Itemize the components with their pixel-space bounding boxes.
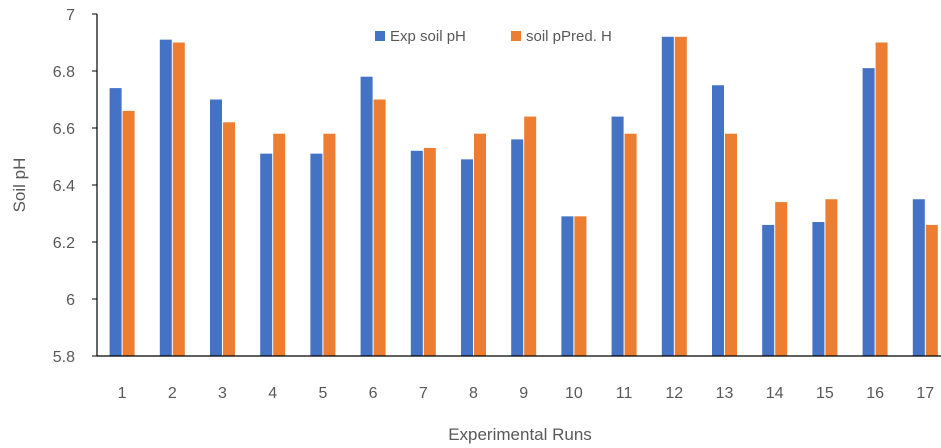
x-tick-label: 16 — [866, 385, 884, 402]
bar-exp-run-11 — [611, 116, 624, 356]
x-tick-label: 10 — [565, 385, 583, 402]
bar-pred-run-7 — [423, 147, 436, 356]
x-tick-label: 14 — [766, 385, 784, 402]
x-axis-ticks: 1 2 3 4 5 6 7 8 9 10 11 12 13 14 15 16 17 — [118, 385, 935, 402]
x-tick-label: 13 — [716, 385, 734, 402]
x-tick-label: 12 — [665, 385, 683, 402]
legend-label-pred: soil pPred. H — [526, 28, 612, 45]
bar-pred-run-14 — [775, 202, 788, 356]
bar-exp-run-1 — [109, 88, 122, 356]
bar-exp-run-10 — [561, 216, 574, 356]
bar-pred-run-16 — [875, 42, 888, 356]
bars-layer — [109, 36, 938, 357]
bar-exp-run-4 — [260, 153, 273, 356]
x-tick-label: 6 — [369, 385, 378, 402]
legend-swatch-pred — [511, 31, 521, 41]
y-tick-label: 7 — [66, 7, 75, 24]
y-tick-label: 6.8 — [53, 64, 75, 81]
bar-pred-run-5 — [323, 133, 336, 356]
bar-exp-run-7 — [410, 150, 423, 356]
x-axis-title: Experimental Runs — [448, 425, 592, 444]
bar-pred-run-17 — [925, 224, 938, 356]
x-tick-label: 1 — [118, 385, 127, 402]
legend-label-exp: Exp soil pH — [390, 28, 466, 45]
bar-pred-run-2 — [172, 42, 185, 356]
x-tick-label: 5 — [318, 385, 327, 402]
x-tick-label: 8 — [469, 385, 478, 402]
x-tick-label: 11 — [616, 385, 633, 402]
y-tick-label: 6 — [66, 292, 75, 309]
y-tick-label: 6.4 — [53, 178, 75, 195]
y-tick-label: 6.2 — [53, 235, 75, 252]
bar-exp-run-5 — [310, 153, 323, 356]
bar-pred-run-6 — [373, 99, 386, 356]
x-tick-label: 9 — [519, 385, 528, 402]
bar-exp-run-2 — [159, 39, 172, 357]
x-tick-label: 17 — [916, 385, 934, 402]
bar-pred-run-4 — [273, 133, 286, 356]
bar-pred-run-1 — [122, 110, 135, 357]
bar-pred-run-9 — [524, 116, 537, 356]
x-tick-label: 3 — [218, 385, 227, 402]
bar-exp-run-13 — [712, 85, 724, 356]
y-axis-title: Soil pH — [10, 158, 29, 213]
bar-pred-run-11 — [624, 133, 637, 356]
bar-exp-run-8 — [461, 159, 473, 356]
bar-pred-run-8 — [474, 133, 486, 356]
y-tick-label: 6.6 — [53, 121, 75, 138]
bar-exp-run-9 — [511, 139, 524, 356]
bar-pred-run-10 — [574, 216, 587, 356]
x-tick-label: 2 — [168, 385, 177, 402]
bar-exp-run-17 — [912, 199, 925, 356]
legend: Exp soil pH soil pPred. H — [375, 28, 612, 45]
x-tick-label: 4 — [268, 385, 277, 402]
bar-pred-run-15 — [825, 199, 838, 356]
y-tick-label: 5.8 — [53, 349, 75, 366]
bar-exp-run-12 — [661, 36, 674, 357]
legend-swatch-exp — [375, 31, 385, 41]
y-axis-ticks: 5.8 6 6.2 6.4 6.6 6.8 7 — [53, 7, 97, 366]
bar-pred-run-13 — [725, 133, 737, 356]
bar-exp-run-15 — [812, 222, 825, 356]
bar-exp-run-16 — [862, 68, 875, 357]
bar-exp-run-3 — [210, 99, 222, 356]
x-tick-label: 15 — [816, 385, 834, 402]
bar-exp-run-14 — [762, 224, 775, 356]
bar-pred-run-12 — [674, 36, 687, 357]
bar-pred-run-3 — [223, 122, 235, 356]
bar-exp-run-6 — [360, 76, 373, 356]
x-tick-label: 7 — [419, 385, 428, 402]
